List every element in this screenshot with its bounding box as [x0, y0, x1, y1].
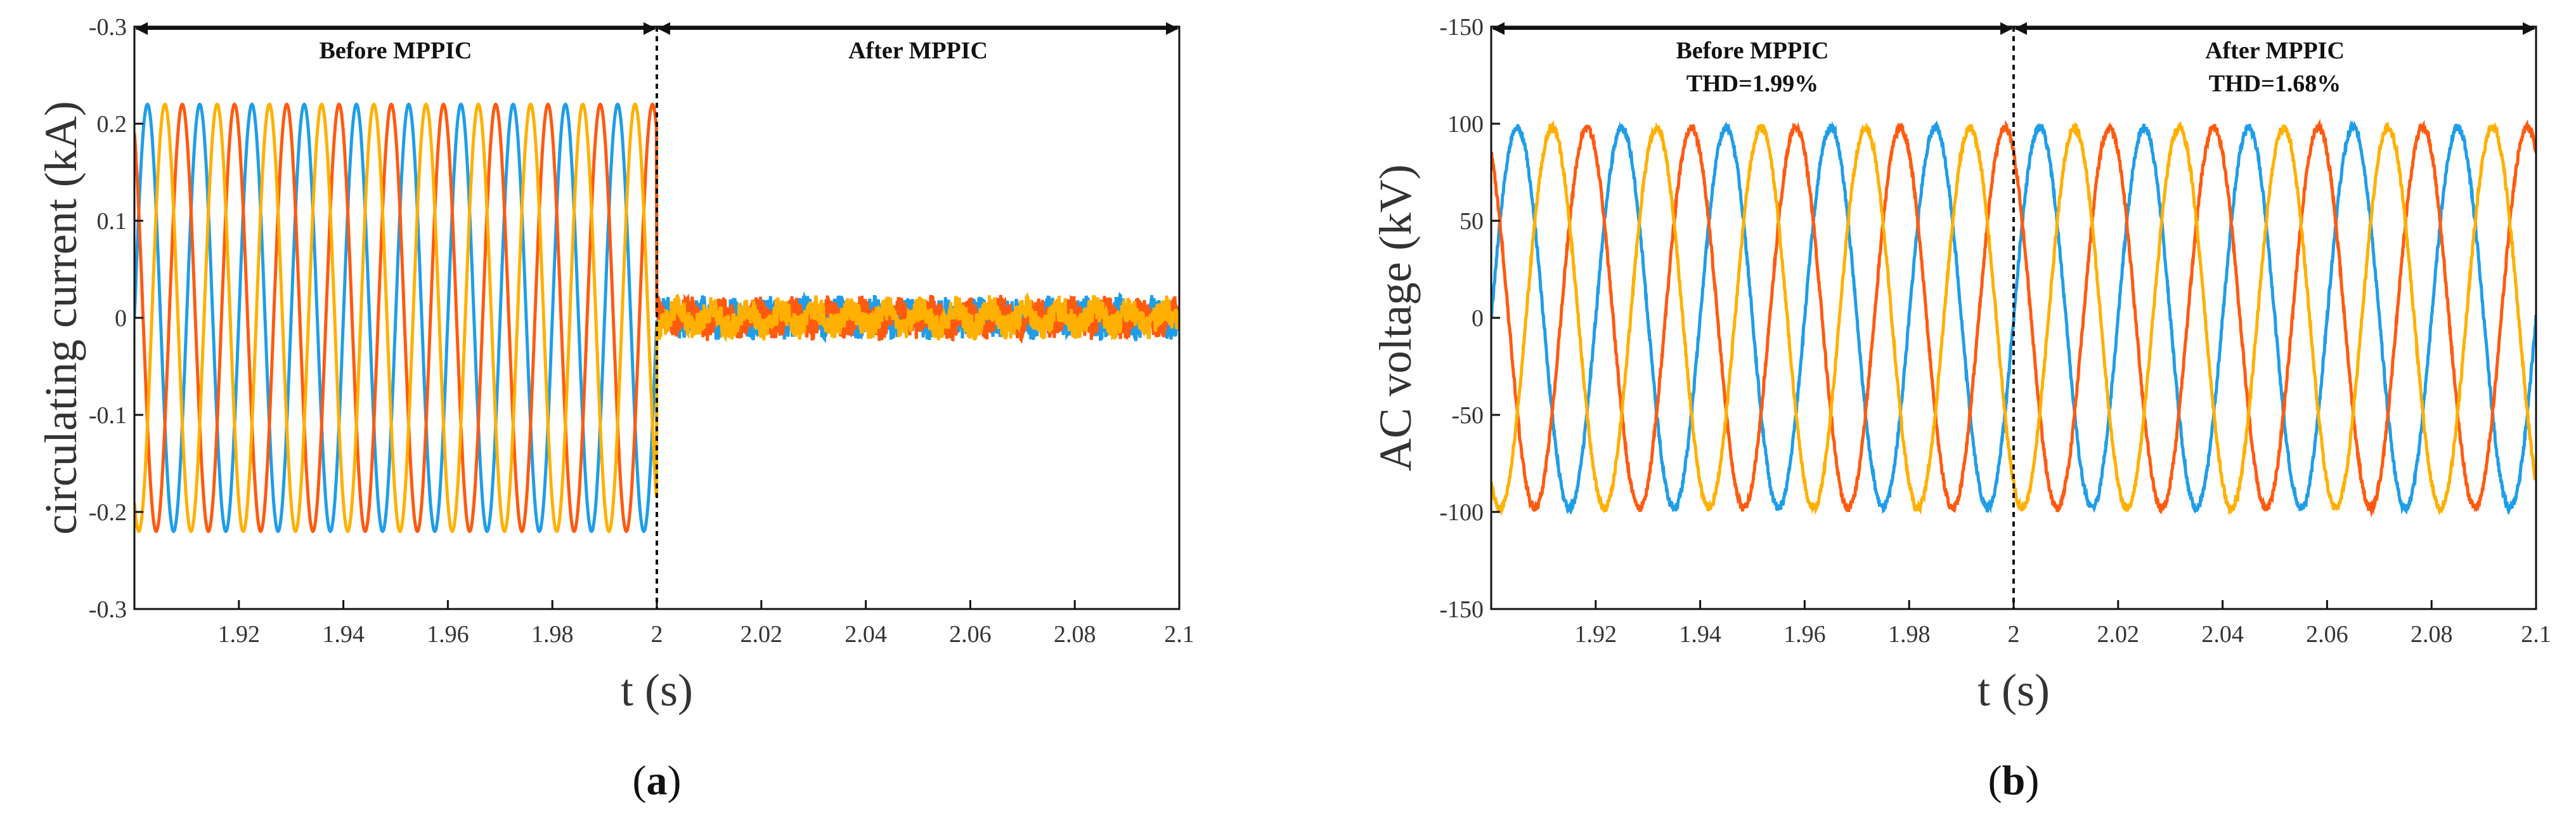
panel-b-y-tick-label: -50	[1451, 402, 1484, 429]
panel-b-ylabel: AC voltage (kV)	[1370, 164, 1421, 471]
panel-a-overlay-layer: Before MPPIC After MPPIC 1.92 1.94 1.96 1.98 2…	[89, 14, 1194, 648]
panel-a-y-tick-label: -0.2	[89, 499, 127, 526]
panel-b-y-tick-label: 50	[1460, 208, 1484, 235]
panel-b-y-tick-label: -100	[1439, 499, 1484, 526]
panel-b-x-tick-label: 1.94	[1679, 621, 1721, 648]
panel-b-annotation-2-line-2: THD=1.68%	[2209, 70, 2341, 97]
panel-a-x-tick-label: 2.08	[1054, 621, 1096, 648]
panel-b-y-tick-label: -150	[1439, 596, 1484, 623]
panel-b-overlay-layer: Before MPPIC THD=1.99% After MPPIC THD=1.68…	[1439, 14, 2551, 648]
panel-a-y-tick-label: 0	[115, 305, 127, 332]
panel-a-annotation-1-line-1: Before MPPIC	[320, 37, 472, 64]
panel-b-x-tick-label: 2.06	[2306, 621, 2348, 648]
panel-a-x-tick-label: 1.96	[427, 621, 469, 648]
panel-b-x-tick-label: 2.02	[2097, 621, 2140, 648]
panel-b-series-3	[1491, 120, 2536, 516]
panel-a-x-tick-label: 2.1	[1164, 621, 1194, 648]
panel-a-x-tick-label: 1.94	[322, 621, 365, 648]
panel-b-y-tick-label: 100	[1447, 111, 1484, 138]
panel-b-x-tick-label: 2.08	[2411, 621, 2453, 648]
panel-b-xlabel: t (s)	[1977, 665, 2050, 716]
panel-b-y-tick-label: -150	[1439, 14, 1484, 41]
panel-b-annotation-1-line-1: Before MPPIC	[1676, 37, 1829, 64]
panel-a-x-tick-label: 2.06	[949, 621, 992, 648]
panel-b-x-tick-label: 2.04	[2201, 621, 2244, 648]
panel-b-x-tick-label: 2	[2008, 621, 2020, 648]
panel-a-y-tick-label: 0.1	[97, 208, 127, 235]
panel-a-x-tick-label: 2	[651, 621, 663, 648]
panel-b-series-2	[1491, 118, 2536, 518]
panel-a-y-tick-label: -0.1	[89, 402, 127, 429]
panel-b-x-tick-label: 1.96	[1783, 621, 1826, 648]
panel-a-x-tick-label: 1.98	[531, 621, 574, 648]
panel-a-caption: (a)	[633, 757, 682, 804]
panel-b-y-tick-label: 0	[1472, 305, 1484, 332]
panel-a-annotation-2-line-1: After MPPIC	[848, 37, 988, 64]
panel-a-y-tick-label: -0.3	[89, 14, 127, 41]
panel-a-x-tick-label: 1.92	[218, 621, 261, 648]
panel-b-annotation-2-line-1: After MPPIC	[2205, 37, 2345, 64]
panel-a-y-tick-label: -0.3	[89, 596, 127, 623]
panel-b-annotation-1-line-2: THD=1.99%	[1686, 70, 1819, 97]
panel-b-x-tick-label: 1.98	[1888, 621, 1931, 648]
panel-a: circulating current (kA) t (s) (a) Befor…	[36, 14, 1194, 804]
panel-a-x-tick-label: 2.02	[741, 621, 783, 648]
panel-b-caption: (b)	[1988, 757, 2040, 804]
panel-b-x-tick-label: 1.92	[1575, 621, 1617, 648]
panel-b-x-tick-label: 2.1	[2521, 621, 2551, 648]
panel-a-y-tick-label: 0.2	[97, 111, 127, 138]
panel-a-ylabel: circulating current (kA)	[36, 101, 86, 535]
panel-a-x-tick-label: 2.04	[845, 621, 887, 648]
panel-b: AC voltage (kV) t (s) (b) Before MPPIC TH…	[1370, 14, 2551, 804]
panel-a-xlabel: t (s)	[621, 665, 693, 716]
